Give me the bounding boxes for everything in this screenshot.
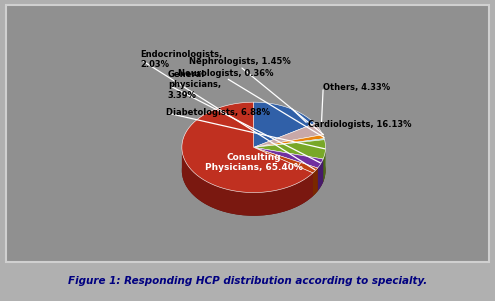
- Polygon shape: [253, 102, 315, 147]
- Polygon shape: [253, 147, 323, 168]
- Text: Nephrologists, 1.45%: Nephrologists, 1.45%: [189, 57, 291, 66]
- Text: Diabetologists, 6.88%: Diabetologists, 6.88%: [166, 108, 270, 117]
- Polygon shape: [253, 147, 313, 196]
- Text: Cardiologists, 16.13%: Cardiologists, 16.13%: [308, 120, 412, 129]
- Polygon shape: [182, 102, 313, 193]
- Text: Figure 1: Responding HCP distribution according to specialty.: Figure 1: Responding HCP distribution ac…: [68, 276, 427, 287]
- Polygon shape: [318, 159, 323, 191]
- Polygon shape: [253, 147, 318, 191]
- Ellipse shape: [182, 125, 326, 216]
- Polygon shape: [253, 140, 326, 159]
- Text: Endocrinologists,
2.03%: Endocrinologists, 2.03%: [140, 50, 222, 69]
- Polygon shape: [323, 147, 326, 182]
- Polygon shape: [253, 147, 313, 196]
- Text: Consulting
Physicians, 65.40%: Consulting Physicians, 65.40%: [205, 153, 302, 172]
- Polygon shape: [253, 123, 323, 147]
- Text: General
physicians,
3.39%: General physicians, 3.39%: [168, 70, 221, 100]
- Polygon shape: [253, 147, 323, 182]
- Polygon shape: [313, 168, 318, 196]
- Polygon shape: [253, 147, 318, 191]
- Polygon shape: [253, 147, 318, 173]
- Polygon shape: [253, 135, 324, 147]
- Text: Others, 4.33%: Others, 4.33%: [323, 82, 391, 92]
- Polygon shape: [253, 147, 323, 182]
- Text: Neurologists, 0.36%: Neurologists, 0.36%: [178, 69, 274, 78]
- Polygon shape: [182, 149, 313, 216]
- Polygon shape: [253, 139, 325, 147]
